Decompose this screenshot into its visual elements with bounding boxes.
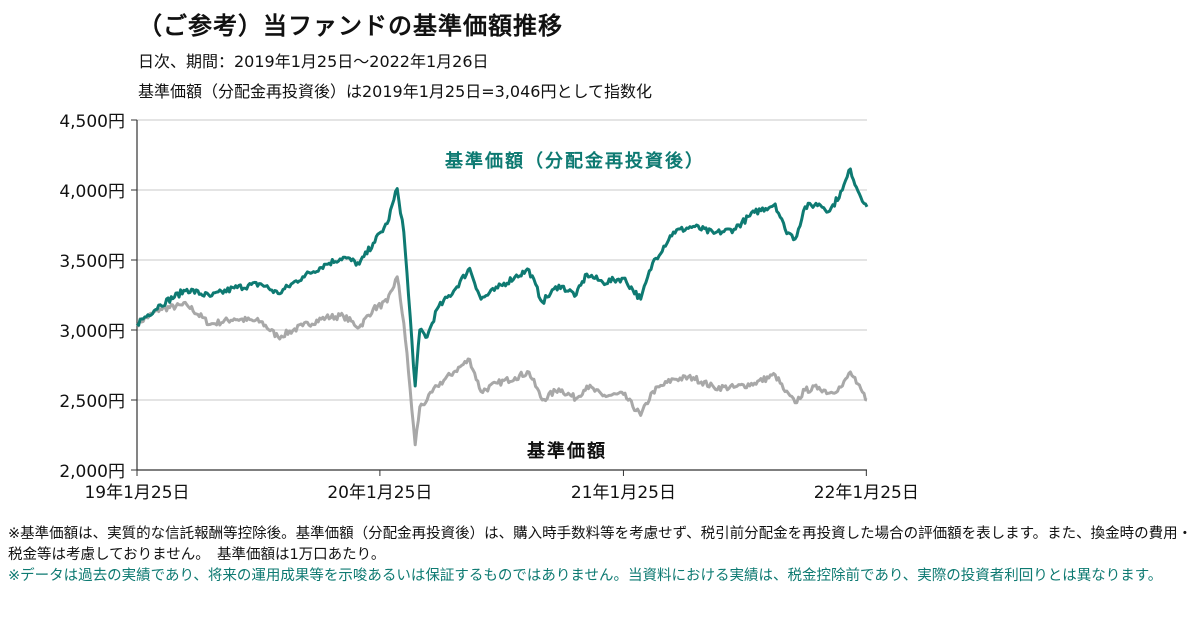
footnotes: ※基準価額は、実質的な信託報酬等控除後。基準価額（分配金再投資後）は、購入時手数… (8, 524, 1194, 587)
x-tick-label: 21年1月25日 (571, 483, 676, 503)
series-line-nav (135, 275, 868, 447)
footnote-past-performance: ※データは過去の実績であり、将来の運用成果等を示唆あるいは保証するものではありま… (8, 568, 1163, 584)
x-tick-label: 20年1月25日 (327, 483, 432, 503)
footnote-disclaimer: ※基準価額は、実質的な信託報酬等控除後。基準価額（分配金再投資後）は、購入時手数… (8, 526, 1193, 563)
axes: 2,000円 2,500円 3,000円 3,500円 4,000円 4,500円 19年1… (59, 112, 919, 503)
y-tick-label: 2,000円 (59, 462, 125, 482)
index-subtitle: 基準価額（分配金再投資後）は2019年1月25日=3,046円として指数化 (138, 82, 652, 101)
period-subtitle: 日次、期間：2019年1月25日～2022年1月26日 (138, 52, 489, 71)
y-tick-label: 3,000円 (59, 322, 125, 342)
chart-title: （ご参考）当ファンドの基準価額推移 (138, 12, 563, 40)
y-tick-label: 2,500円 (59, 392, 125, 412)
y-tick-label: 3,500円 (59, 252, 125, 272)
series-line-reinvested (135, 167, 869, 388)
y-tick-label: 4,500円 (59, 112, 125, 132)
y-tick-label: 4,000円 (59, 182, 125, 202)
series-label-reinvested: 基準価額（分配金再投資後） (444, 150, 705, 172)
x-tick-label: 22年1月25日 (814, 483, 919, 503)
series-labels: 基準価額（分配金再投資後） 基準価額 (444, 150, 705, 462)
series-lines (135, 167, 869, 447)
x-tick-label: 19年1月25日 (84, 483, 189, 503)
line-chart: 2,000円 2,500円 3,000円 3,500円 4,000円 4,500円 19年1… (59, 112, 919, 503)
series-label-nav: 基準価額 (526, 440, 607, 462)
gridlines (137, 119, 867, 401)
